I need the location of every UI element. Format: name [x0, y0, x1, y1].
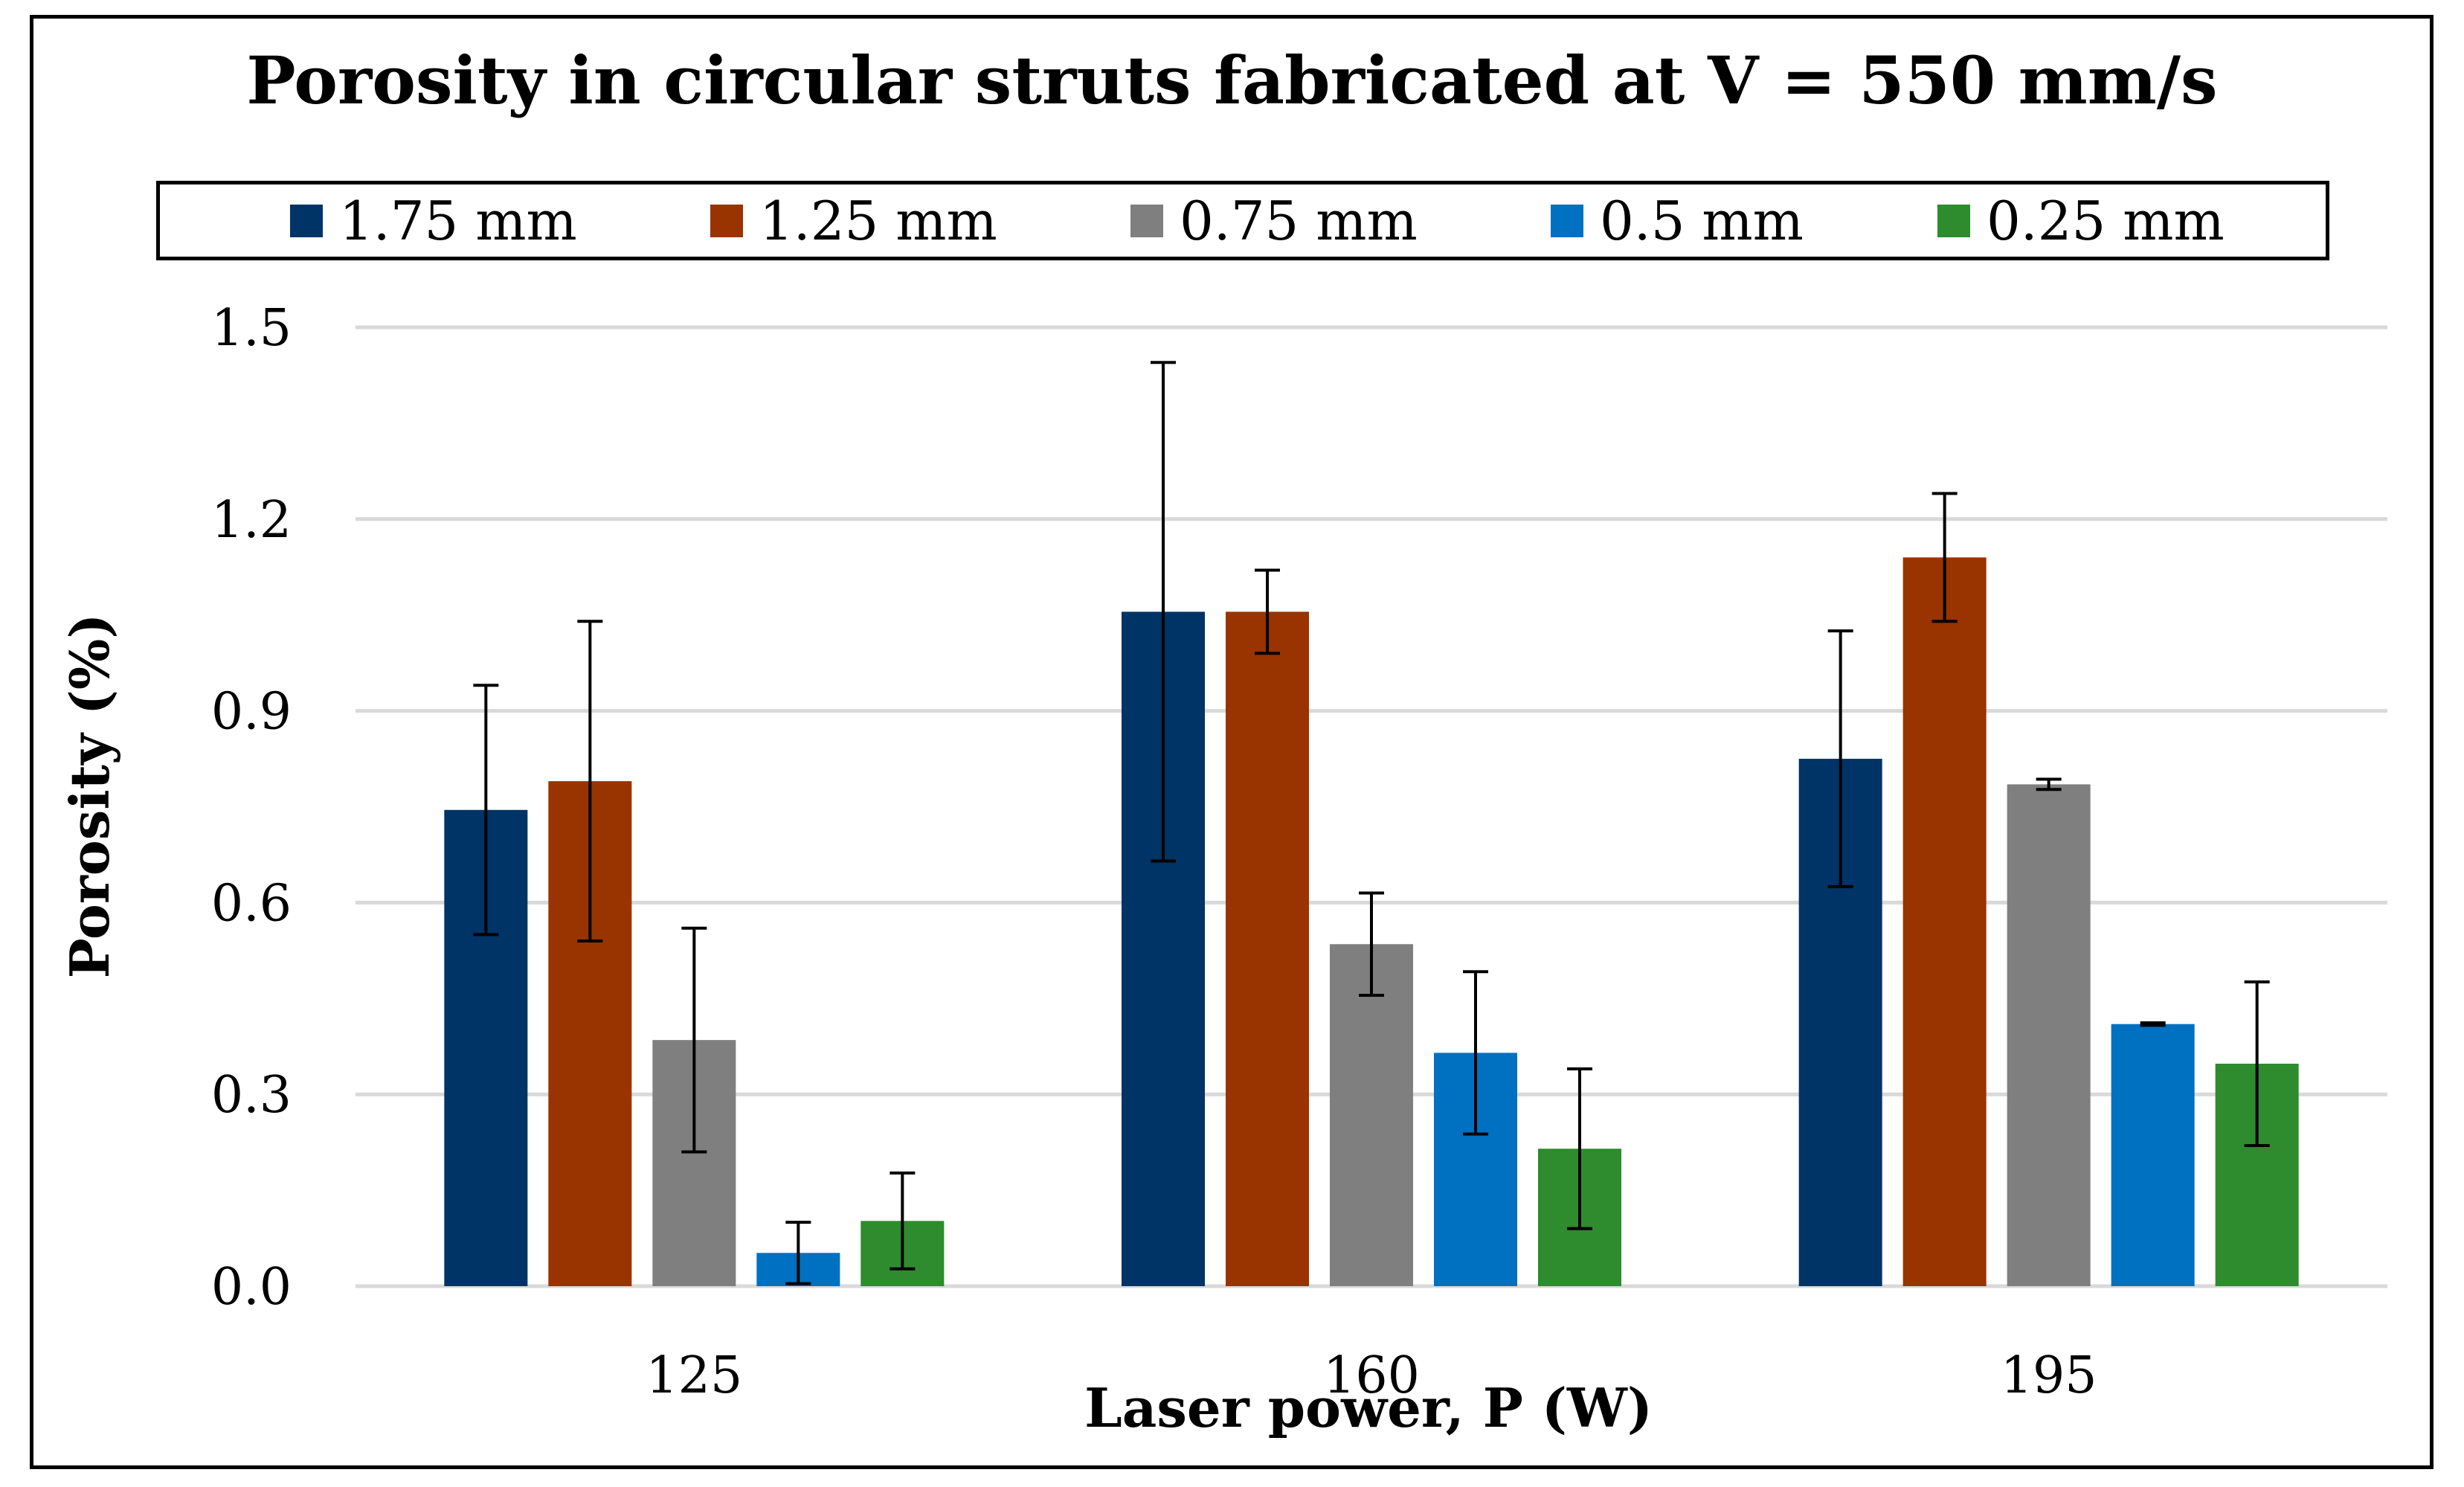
- bar-160-0.75-mm: [1330, 944, 1413, 1286]
- legend-swatch-1: [290, 204, 323, 237]
- x-tick-label: 125: [646, 1346, 742, 1405]
- error-bar: [785, 1221, 811, 1285]
- error-bar: [681, 926, 707, 1154]
- error-bar: [890, 1171, 916, 1271]
- bar-160-1.25-mm: [1226, 611, 1309, 1286]
- y-tick-label: 0.3: [211, 1066, 292, 1125]
- y-tick-label: 0.6: [211, 874, 292, 933]
- legend-item-2: 1.25 mm: [710, 184, 997, 257]
- x-axis-title: Laser power, P (W): [1084, 1376, 1653, 1439]
- error-bar: [1255, 568, 1280, 655]
- legend-label-4: 0.5 mm: [1600, 189, 1804, 252]
- bar-195-0.5-mm: [2111, 1024, 2195, 1286]
- error-bar: [1931, 492, 1958, 623]
- legend-item-5: 0.25 mm: [1937, 184, 2225, 257]
- x-tick-labels: 125 160 195: [646, 1346, 2097, 1405]
- x-tick-label: 195: [2001, 1346, 2097, 1405]
- legend-label-5: 0.25 mm: [1987, 189, 2225, 252]
- legend-swatch-3: [1130, 204, 1163, 237]
- legend: 1.75 mm 1.25 mm 0.75 mm 0.5 mm 0.25 mm: [156, 181, 2329, 260]
- y-tick-label: 0.0: [211, 1258, 292, 1317]
- legend-swatch-4: [1551, 204, 1583, 237]
- legend-item-4: 0.5 mm: [1551, 184, 1804, 257]
- legend-swatch-5: [1937, 204, 1970, 237]
- bar-195-0.75-mm: [2007, 784, 2091, 1286]
- error-bar: [1567, 1067, 1592, 1230]
- legend-label-2: 1.25 mm: [759, 189, 997, 252]
- error-bar: [473, 684, 499, 937]
- error-bar: [1463, 970, 1488, 1136]
- error-bars: [473, 361, 2270, 1285]
- y-tick-label: 0.9: [211, 683, 292, 742]
- error-bar: [2140, 1021, 2166, 1027]
- legend-label-3: 0.75 mm: [1180, 189, 1418, 252]
- bars: [444, 557, 2299, 1286]
- y-axis-title: Porosity (%): [58, 614, 121, 979]
- error-bar: [2244, 980, 2270, 1147]
- error-bar: [1359, 891, 1384, 998]
- bar-195-1.25-mm: [1902, 557, 1987, 1286]
- error-bar: [2036, 777, 2062, 791]
- error-bar: [1151, 361, 1176, 863]
- legend-label-1: 1.75 mm: [339, 189, 577, 252]
- error-bar: [577, 620, 603, 942]
- y-tick-labels: 0.0 0.3 0.6 0.9 1.2 1.5: [211, 299, 292, 1317]
- x-tick-label: 160: [1323, 1346, 1420, 1405]
- legend-swatch-2: [710, 204, 743, 237]
- error-bar: [1827, 629, 1853, 888]
- y-tick-label: 1.2: [211, 491, 292, 550]
- y-tick-label: 1.5: [211, 299, 292, 358]
- legend-item-1: 1.75 mm: [290, 184, 577, 257]
- chart-title: Porosity in circular struts fabricated a…: [246, 42, 2218, 119]
- legend-item-3: 0.75 mm: [1130, 184, 1418, 257]
